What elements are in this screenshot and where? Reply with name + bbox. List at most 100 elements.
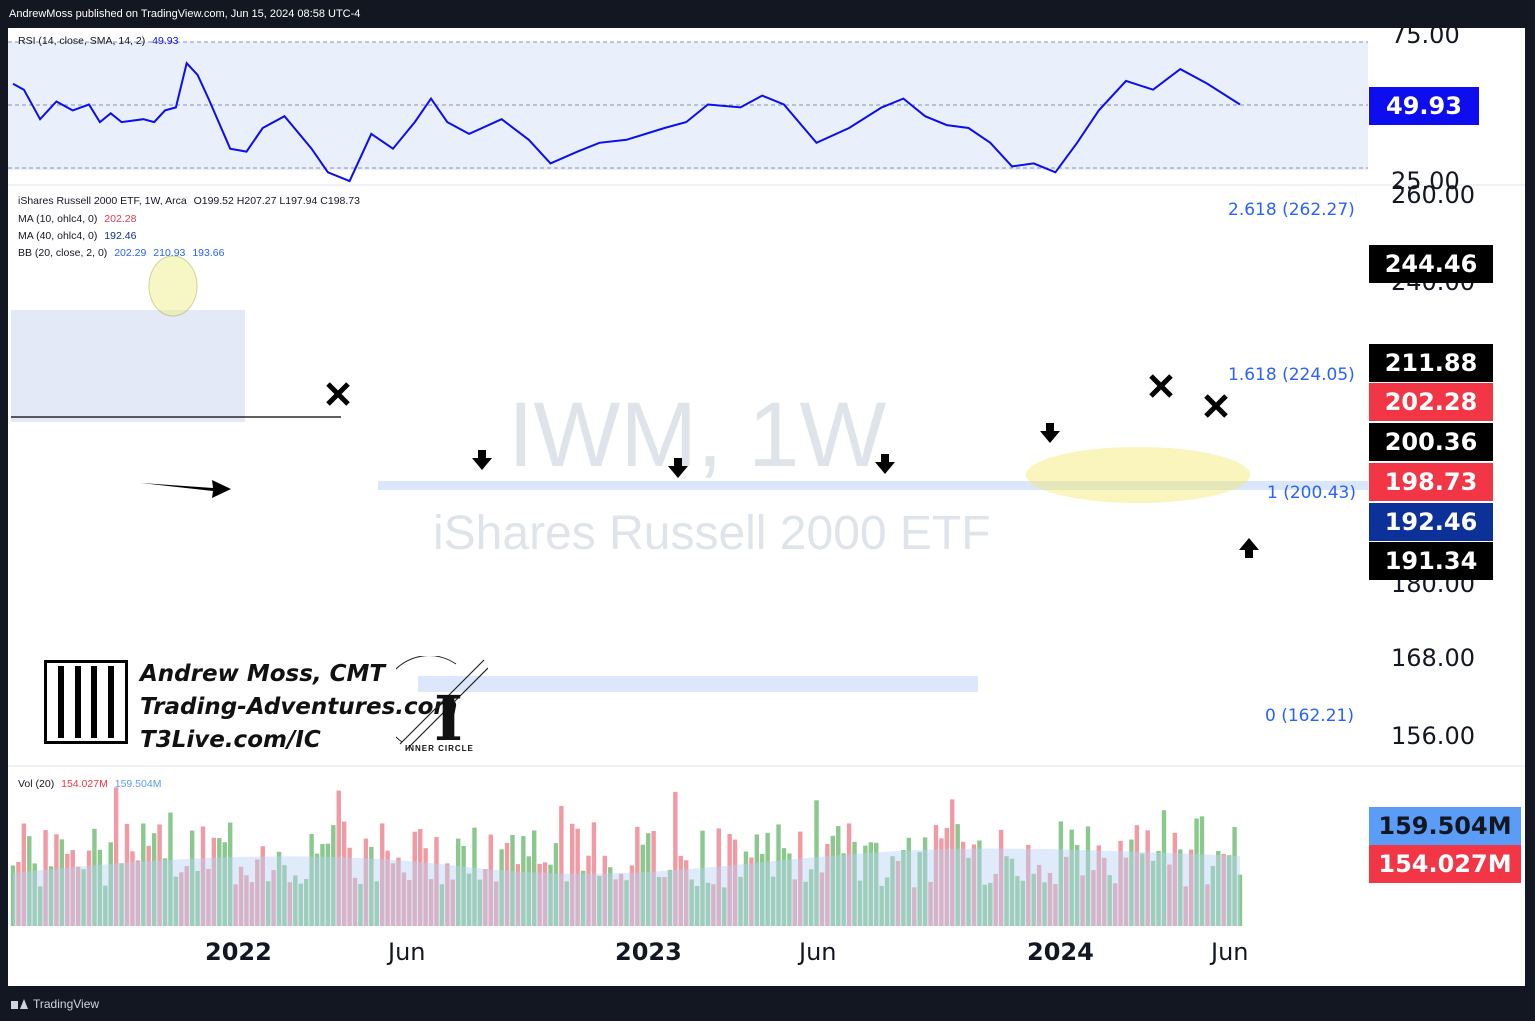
volume-bar [559,805,564,926]
chart-panel[interactable]: IWM, 1W iShares Russell 2000 ETF RSI (14… [8,28,1525,986]
ma40-legend[interactable]: MA (40, ohlc4, 0) 192.46 [18,230,136,242]
volume-bar [65,853,70,926]
volume-bar [684,860,689,926]
bb-legend[interactable]: BB (20, close, 2, 0) 202.29 210.93 193.6… [18,247,224,259]
volume-bar [130,851,135,926]
volume-bar [602,855,607,926]
symbol-legend[interactable]: iShares Russell 2000 ETF, 1W, Arca O199.… [18,195,360,207]
volume-bar [586,855,591,926]
volume-bar [336,790,341,926]
volume-bar [1210,865,1216,926]
volume-bar [113,787,119,926]
volume-bar [157,824,162,926]
volume-bar [950,799,955,926]
volume-bar [303,879,309,926]
volume-bar [629,865,635,926]
volume-bar [43,830,48,926]
volume-bar [466,873,472,926]
volume-bar [678,855,683,926]
volume-bar [374,881,379,926]
volume-bar [1226,855,1232,926]
ma10-legend[interactable]: MA (10, ohlc4, 0) 202.28 [18,213,136,225]
resistance-zone [378,481,1368,490]
highlight-ellipse-2024 [1026,447,1250,503]
volume-bar [1058,821,1064,926]
volume-bar [1069,829,1074,926]
volume-bar [439,884,445,926]
volume-bar [884,877,890,926]
volume-bar [179,872,184,926]
volume-bar [10,865,16,926]
volume-bar [412,831,417,926]
volume-bar [580,870,586,926]
volume-bar [798,831,803,926]
ma10-legend-value: 202.28 [104,213,137,225]
rsi-tag: 49.93 [1369,87,1479,125]
volume-bar [189,830,195,926]
volume-bar [445,863,450,926]
volume-bar [1042,882,1047,926]
rsi-line [12,61,1241,183]
volume-bar [1047,872,1053,926]
volume-bar [971,844,977,926]
volume-bar [955,824,960,926]
volume-bar [1199,816,1205,926]
level-tag-211: 211.88 [1369,344,1493,382]
inner-circle-logo-icon: I [396,656,488,755]
volume-bar [624,880,629,926]
volume-ma-area [13,848,1240,926]
volume-bar [727,833,732,926]
volume-bar [656,877,662,926]
ma10-tag: 202.28 [1369,383,1493,421]
volume-bar [597,875,602,926]
highlight-ellipse-top [148,255,198,317]
volume-bar [146,845,151,926]
rsi-legend[interactable]: RSI (14, close, SMA, 14, 2) 49.93 [18,35,178,47]
price-axis-260: 260.00 [1391,181,1475,209]
volume-bar [401,872,407,926]
volume-bar [928,881,933,926]
tradingview-logo[interactable]: TradingView [11,997,99,1011]
volume-bar [493,881,499,926]
volume-bar [390,863,396,926]
volume-bar [879,885,884,926]
volume-bar [70,850,75,926]
volume-legend[interactable]: Vol (20) 154.027M 159.504M [18,778,161,790]
name-watermark: iShares Russell 2000 ETF [433,507,991,560]
volume-bar [694,885,700,926]
volume-bar [646,833,651,926]
volume-bar [640,844,645,926]
volume-bar [825,843,830,926]
close-tag: 198.73 [1369,463,1493,501]
volume-bar [385,850,390,926]
volume-bar [857,880,863,926]
volume-legend-label: Vol (20) [18,778,55,790]
time-label-jun-2022: Jun [388,938,426,966]
volume-ma-legend-value: 159.504M [114,778,162,790]
volume-bar [1216,850,1221,926]
volume-bar [1118,840,1123,926]
volume-bar [108,842,113,926]
volume-bar [141,823,146,926]
volume-bar [846,823,852,926]
volume-ma-tag: 159.504M [1369,807,1521,845]
volume-bar [673,791,678,926]
volume-bar [37,886,43,926]
candlestick-logo-icon [44,660,128,744]
volume-bar [939,838,944,926]
volume-bar [575,828,580,926]
author-website: Trading-Adventures.com [140,694,458,720]
volume-bar [982,884,988,926]
published-bar: AndrewMoss published on TradingView.com,… [0,0,1535,28]
volume-bar [396,857,401,926]
volume-bar [428,879,434,926]
volume-bar [499,849,504,926]
volume-bar [347,847,352,926]
up-arrow-icon [1239,538,1259,558]
fib-label-1: 1 (200.43) [1267,483,1356,503]
price-chart[interactable] [8,28,1525,986]
volume-bar [504,842,510,926]
volume-bar [765,832,770,926]
volume-bar [1205,884,1210,926]
volume-bar [814,800,819,926]
